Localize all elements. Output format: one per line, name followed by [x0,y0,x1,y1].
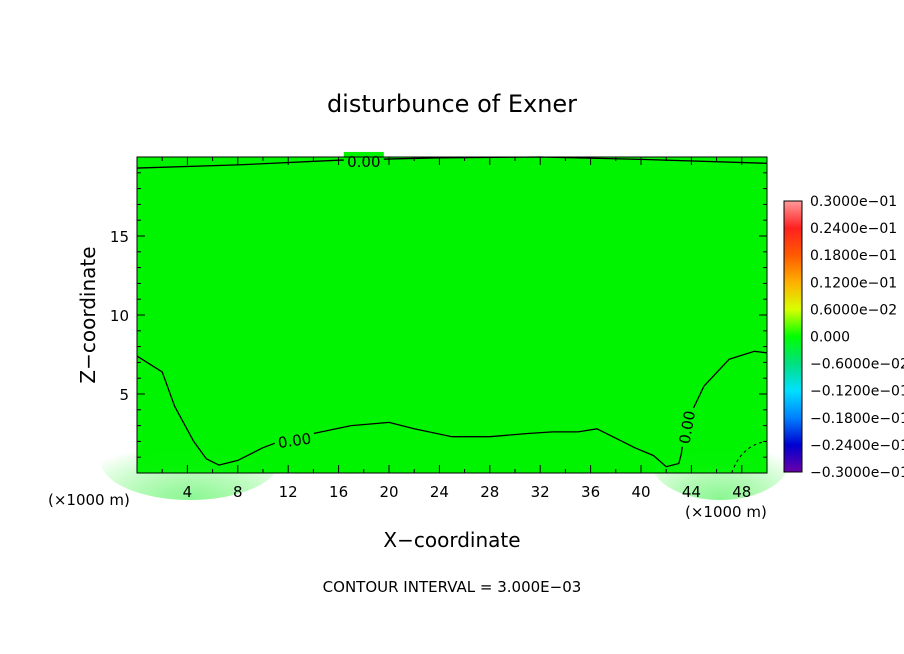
colorbar-label: 0.1200e−01 [810,275,897,291]
x-tick-label: 36 [581,483,600,501]
contour-label: 0.00 [277,430,313,452]
x-tick-label: 24 [430,483,449,501]
colorbar-label: −0.6000e−02 [810,357,904,373]
contour-label: 0.00 [347,153,380,171]
colorbar-label: −0.3000e−01 [810,465,904,481]
x-tick-label: 44 [682,483,701,501]
plot-area: 0.000.00 0.00 4 8 12 16 20 24 28 32 36 40 44 48 5101… [100,151,790,501]
colorbar-label: 0.1800e−01 [810,248,897,264]
x-tick-label: 12 [279,483,298,501]
field-fill [137,157,767,473]
colorbar-label: −0.1200e−01 [810,384,904,400]
contour-line [136,350,768,468]
contour-interval: CONTOUR INTERVAL = 3.000E−03 [323,578,582,596]
x-ticks: 4 8 12 16 20 24 28 32 36 40 44 48 [161,157,751,501]
x-unit-right: (×1000 m) [685,503,767,521]
colorbar: 0.3000e−01 0.2400e−01 0.1800e−01 0.1200e−01… [783,194,904,481]
colorbar-label: −0.1800e−01 [810,411,904,427]
x-tick-label: 20 [379,483,398,501]
contour-line-negative [731,440,768,474]
colorbar-label: 0.000 [810,330,850,346]
colorbar-label: 0.3000e−01 [810,194,897,210]
x-unit-left: (×1000 m) [48,491,130,509]
y-tick-label: 5 [119,386,129,404]
field-shade-lower-right [650,420,790,500]
x-tick-label: 28 [480,483,499,501]
chart-title: disturbunce of Exner [327,90,577,118]
x-tick-label: 8 [233,483,243,501]
colorbar-scale [783,200,803,473]
x-tick-label: 40 [631,483,650,501]
x-tick-label: 32 [531,483,550,501]
y-ticks: 5 10 15 [110,172,767,458]
y-axis-label: Z−coordinate [76,246,100,383]
y-tick-label: 15 [110,228,129,246]
contour-label-bg [674,405,698,449]
x-tick-label: 48 [732,483,751,501]
field-shade-lower-left [100,420,280,500]
colorbar-label: 0.2400e−01 [810,221,897,237]
contour-label: 0.00 [676,409,700,445]
x-axis-label: X−coordinate [383,528,520,552]
colorbar-label: 0.6000e−02 [810,302,897,318]
contour-label-bg [273,428,316,451]
x-tick-label: 16 [329,483,348,501]
y-tick-label: 10 [110,307,129,325]
x-tick-label: 4 [183,483,193,501]
colorbar-label: −0.2400e−01 [810,438,904,454]
